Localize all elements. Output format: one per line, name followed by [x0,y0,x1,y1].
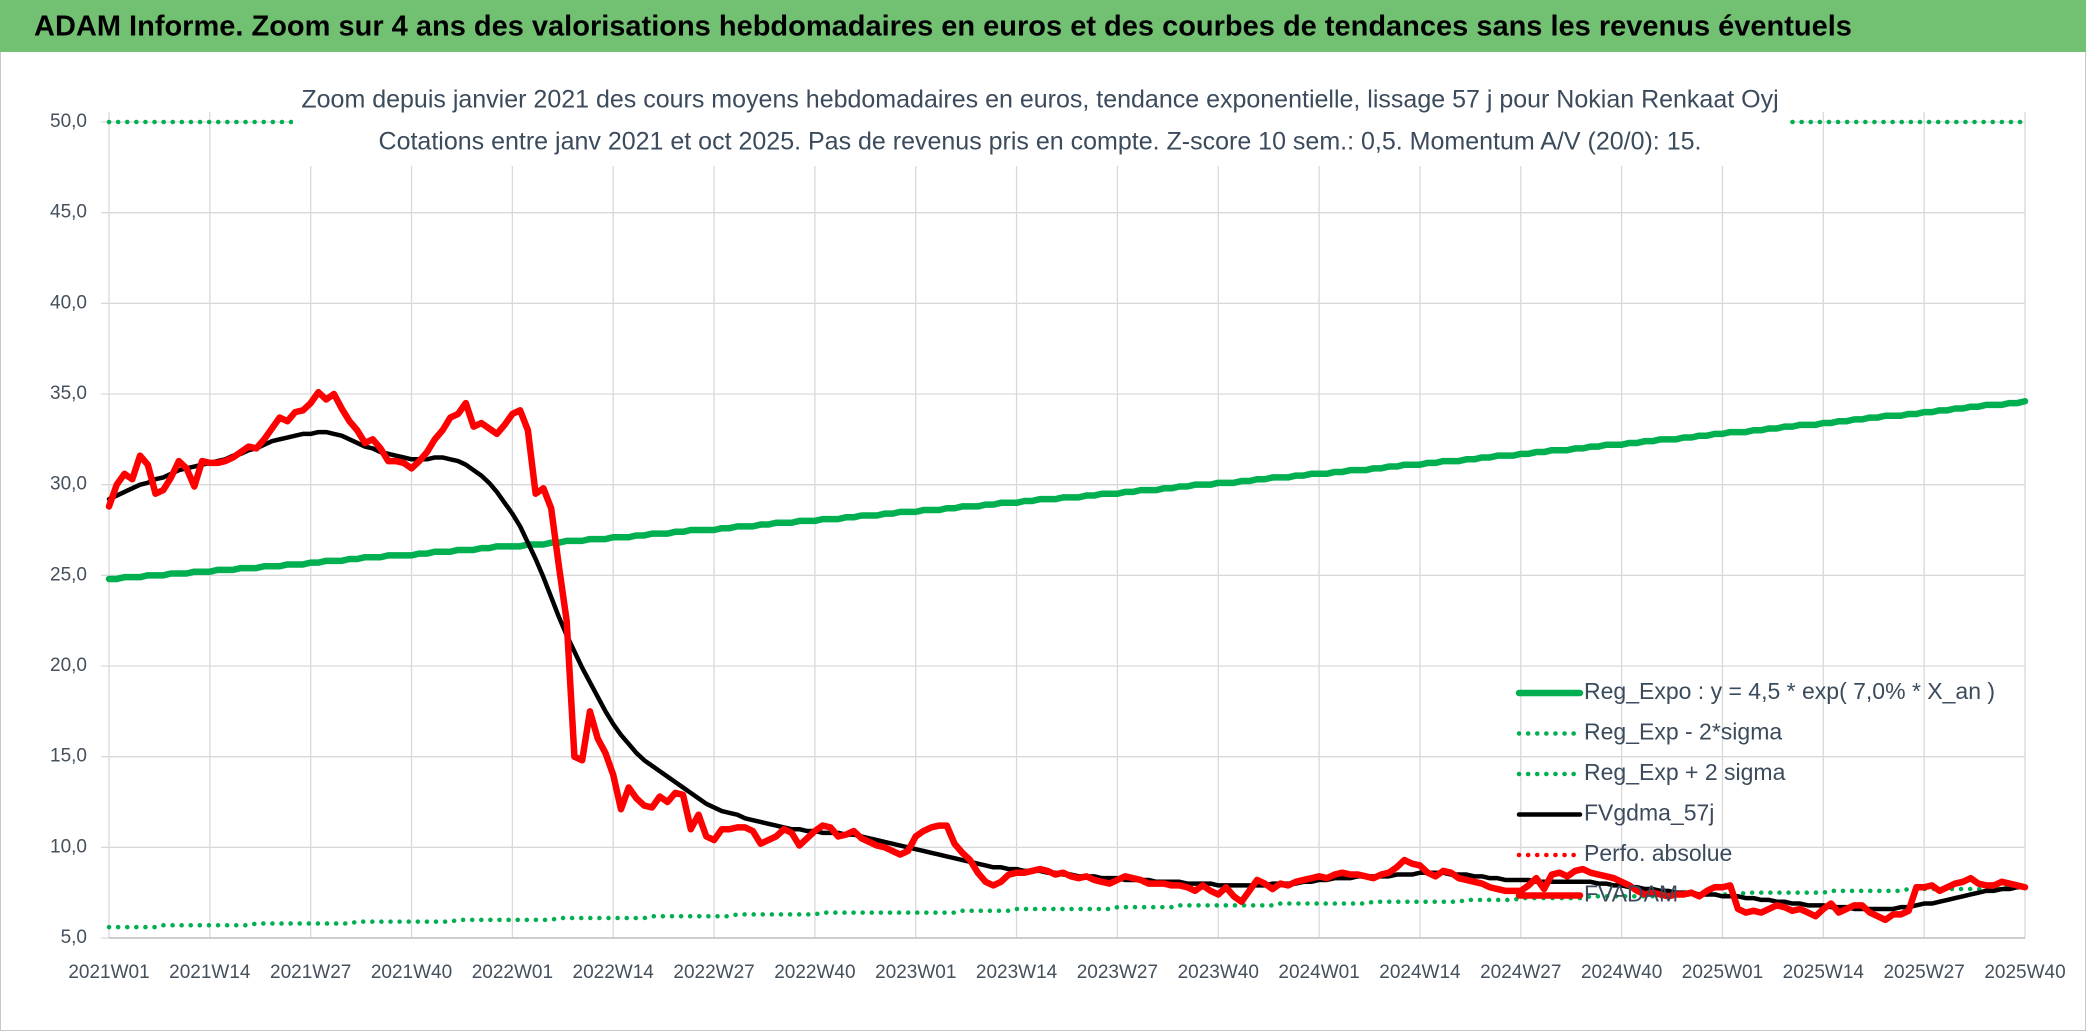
y-tick-label: 45,0 [50,202,87,223]
y-tick-label: 50,0 [50,111,87,132]
y-tick-label: 35,0 [50,383,87,404]
x-tick-label: 2024W27 [1480,962,1561,983]
x-tick-label: 2024W40 [1581,962,1662,983]
subtitle-line: Zoom depuis janvier 2021 des cours moyen… [301,86,1778,114]
x-tick-label: 2022W40 [774,962,855,983]
x-tick-label: 2023W14 [976,962,1058,983]
x-tick-label: 2025W14 [1783,962,1865,983]
y-tick-label: 10,0 [50,836,87,857]
header-bar [0,0,2086,52]
series-line [105,388,2029,924]
legend-label: Reg_Exp - 2*sigma [1584,719,1782,745]
x-tick-label: 2024W01 [1278,962,1359,983]
x-tick-label: 2024W14 [1379,962,1461,983]
x-tick-label: 2022W01 [472,962,553,983]
y-tick-label: 25,0 [50,564,87,585]
subtitle-box: Zoom depuis janvier 2021 des cours moyen… [293,80,1789,166]
y-tick-label: 40,0 [50,292,87,313]
x-tick-label: 2021W40 [371,962,452,983]
x-tick-label: 2025W27 [1883,962,1964,983]
subtitle-line: Cotations entre janv 2021 et oct 2025. P… [379,128,1702,156]
legend-label: Perfo. absolue [1584,840,1732,866]
y-tick-label: 20,0 [50,655,87,676]
legend-label: Reg_Exp + 2 sigma [1584,759,1786,785]
x-tick-label: 2021W01 [68,962,149,983]
x-tick-label: 2022W27 [673,962,754,983]
series-line [105,398,2029,583]
x-tick-label: 2021W27 [270,962,351,983]
x-tick-label: 2021W14 [169,962,251,983]
y-tick-label: 15,0 [50,746,87,767]
y-tick-label: 30,0 [50,474,87,495]
x-tick-label: 2023W40 [1178,962,1259,983]
x-tick-label: 2022W14 [573,962,655,983]
chart-title: ADAM Informe. Zoom sur 4 ans des valoris… [34,11,1852,43]
legend-label: FVgdma_57j [1584,800,1714,826]
x-tick-label: 2023W27 [1077,962,1158,983]
x-tick-label: 2025W01 [1682,962,1763,983]
legend: Reg_Expo : y = 4,5 * exp( 7,0% * X_an ) R… [1515,678,1995,907]
legend-label: Reg_Expo : y = 4,5 * exp( 7,0% * X_an ) [1584,678,1995,704]
x-tick-label: 2025W40 [1984,962,2065,983]
legend-label: FVADAM [1584,881,1678,907]
subtitle-background [293,80,1789,166]
x-tick-label: 2023W01 [875,962,956,983]
y-tick-label: 5,0 [61,927,87,948]
